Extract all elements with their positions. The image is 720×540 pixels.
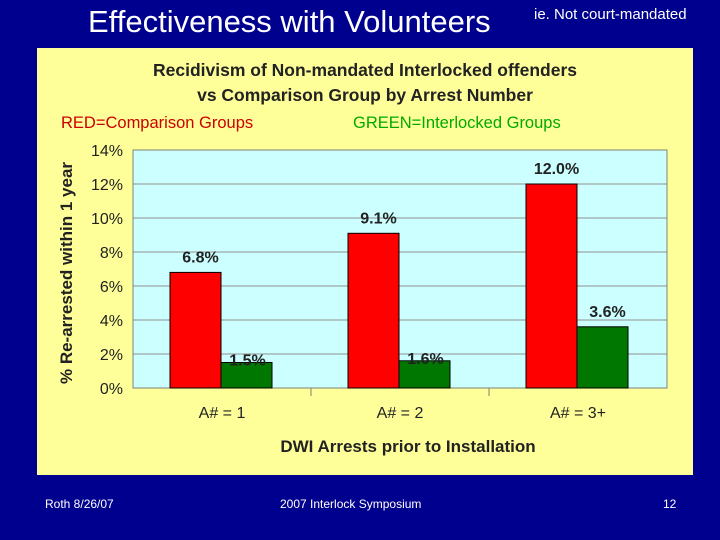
- data-label: 1.5%: [229, 353, 265, 370]
- bar-chart: 0% 2% 4% 6% 8% 10% 12% 14% 6.8% 1.5% A# = 1 9.1% 1.6…: [57, 143, 668, 456]
- bar-comparison-2: [347, 232, 400, 389]
- y-tick-label: 2%: [100, 347, 123, 364]
- y-axis-label: % Re-arrested within 1 year: [57, 162, 76, 384]
- bar-comparison-1: [169, 271, 222, 389]
- data-label: 9.1%: [360, 210, 396, 227]
- chart-panel: Recidivism of Non-mandated Interlocked o…: [37, 48, 693, 475]
- x-tick-label: A# = 3+: [550, 405, 606, 422]
- y-tick-label: 4%: [100, 313, 123, 330]
- page-number: 12: [663, 497, 677, 511]
- footer-author-date: Roth 8/26/07: [45, 497, 114, 511]
- subtitle-note: ie. Not court-mandated: [534, 6, 687, 23]
- bar-comparison-3: [525, 183, 578, 389]
- y-tick-label: 6%: [100, 279, 123, 296]
- legend-interlocked-note: GREEN=Interlocked Groups: [353, 114, 561, 132]
- bar-interlocked-3: [576, 326, 629, 389]
- slide-title: Effectiveness with Volunteers: [88, 4, 491, 39]
- bar-interlocked-1: [220, 362, 273, 389]
- chart-title-line-1: Recidivism of Non-mandated Interlocked o…: [153, 60, 577, 80]
- y-tick-label: 10%: [91, 211, 123, 228]
- legend-comparison-note: RED=Comparison Groups: [61, 114, 254, 132]
- x-axis-label: DWI Arrests prior to Installation: [280, 437, 535, 456]
- data-label: 3.6%: [589, 304, 625, 321]
- data-label: 12.0%: [534, 161, 579, 178]
- chart-title-line-2: vs Comparison Group by Arrest Number: [197, 85, 533, 105]
- y-tick-label: 12%: [91, 177, 123, 194]
- data-label: 1.6%: [407, 351, 443, 368]
- x-tick-label: A# = 1: [199, 405, 246, 422]
- footer-event: 2007 Interlock Symposium: [280, 497, 422, 511]
- y-tick-label: 14%: [91, 143, 123, 160]
- y-tick-label: 0%: [100, 381, 123, 398]
- y-tick-label: 8%: [100, 245, 123, 262]
- bar-interlocked-2: [398, 360, 451, 389]
- data-label: 6.8%: [182, 249, 218, 266]
- x-tick-label: A# = 2: [377, 405, 424, 422]
